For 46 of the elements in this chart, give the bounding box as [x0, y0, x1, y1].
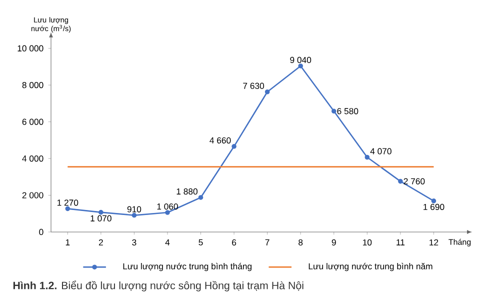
- y-tick-label: 2 000: [22, 192, 44, 198]
- point: [264, 89, 270, 94]
- data-label: 2 760: [404, 178, 425, 184]
- point: [232, 144, 236, 149]
- point: [431, 198, 436, 204]
- data-label: 910: [127, 206, 142, 212]
- x-tick-label: 5: [198, 239, 203, 246]
- point: [65, 206, 70, 212]
- x-tick-label: 10: [363, 239, 372, 246]
- x-tick-label: 2: [98, 239, 103, 246]
- point: [298, 64, 304, 68]
- data-label: 4 070: [370, 148, 392, 154]
- x-tick-label: 8: [298, 239, 303, 246]
- data-label: 4 660: [210, 137, 231, 144]
- data-label: 9 040: [290, 56, 312, 64]
- y-tick-label: 10 000: [18, 45, 44, 52]
- x-tick-label: 6: [232, 239, 236, 246]
- x-tick-label: 12: [430, 239, 438, 246]
- point: [98, 210, 104, 215]
- y-tick-label: 8 000: [22, 82, 44, 88]
- point: [364, 154, 370, 160]
- x-tick-label: 11: [396, 239, 405, 246]
- point: [331, 108, 336, 114]
- y-tick-label: 4 000: [22, 155, 44, 162]
- x-axis-title: Tháng: [448, 238, 471, 246]
- data-label: 1 060: [157, 203, 178, 210]
- y-tick-label: 6 000: [22, 118, 44, 125]
- data-label: 1 690: [424, 204, 444, 210]
- point: [132, 212, 137, 218]
- data-label: 7 630: [243, 82, 264, 89]
- data-label: 6 580: [337, 108, 358, 114]
- text: Hình 1.2. Biểu đồ lưu lượng nước sông Hồng tại trạm Hà Nội: [13, 280, 304, 292]
- y-tick-label: 0: [39, 228, 44, 236]
- x-tick-label: 7: [265, 239, 270, 246]
- data-label: 1 070: [90, 215, 112, 222]
- point: [165, 210, 170, 215]
- x-tick-label: 4: [165, 239, 170, 246]
- data-label: 1 880: [176, 188, 198, 195]
- x-tick-label: 3: [132, 239, 136, 246]
- legend-label: Lưu lượng nước trung bình tháng: [123, 262, 252, 272]
- x-tick-label: 9: [332, 239, 336, 246]
- data-label: 1 270: [57, 200, 78, 206]
- legend-label: Lưu lượng nước trung bình năm: [308, 262, 432, 272]
- x-tick-label: 1: [66, 239, 70, 246]
- point: [198, 195, 204, 200]
- point: [398, 178, 403, 184]
